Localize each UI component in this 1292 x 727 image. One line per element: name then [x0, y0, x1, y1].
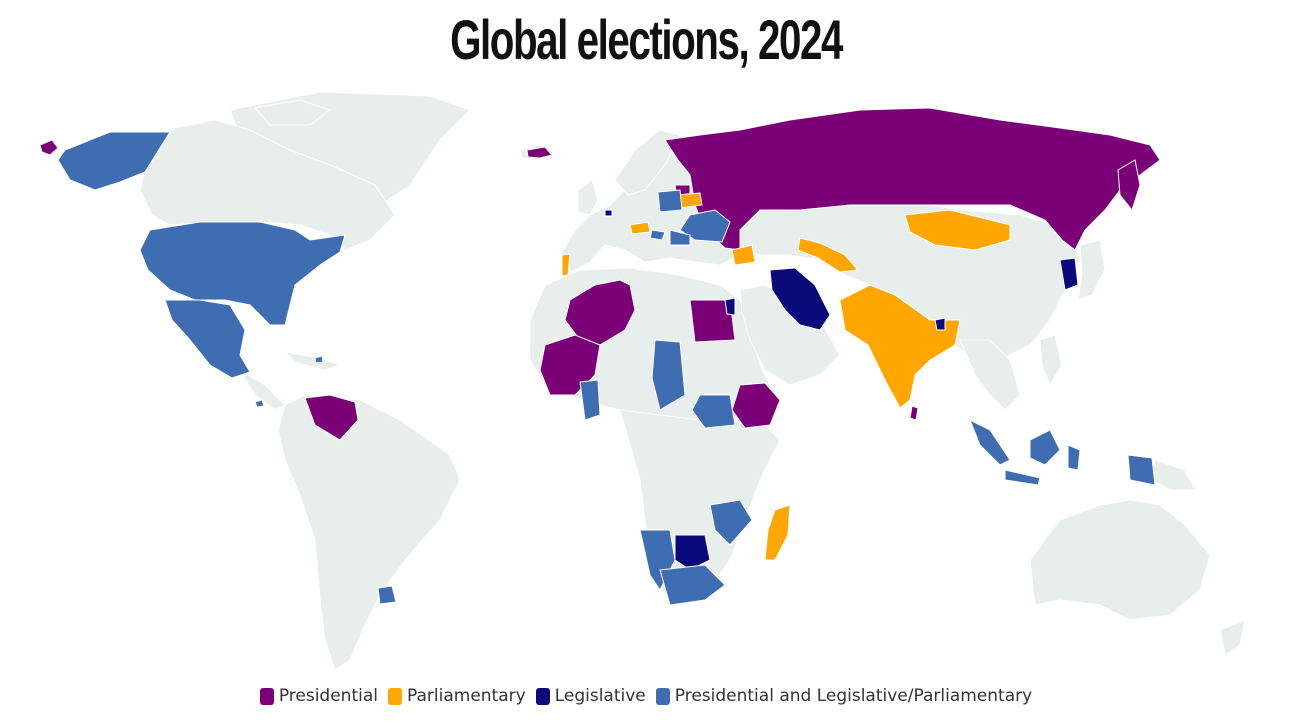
world-map — [39, 91, 1246, 671]
country-botswana — [674, 534, 711, 571]
country-algeria — [564, 279, 636, 346]
legend-swatch-parliamentary — [388, 687, 402, 705]
country-jordan — [724, 297, 736, 316]
country-iran — [769, 267, 831, 331]
legend-item-presidential: Presidential — [259, 686, 378, 706]
land-caribbean — [283, 351, 342, 371]
land-uk — [577, 179, 599, 216]
country-belgium — [604, 209, 613, 217]
legend-item-parliamentary: Parliamentary — [388, 686, 526, 706]
country-ghana — [579, 379, 601, 421]
country-poland — [657, 189, 683, 213]
both-countries — [57, 131, 1156, 606]
map-title: Global elections, 2024 — [450, 8, 843, 71]
country-venezuela — [304, 394, 359, 441]
land-canada — [139, 119, 396, 251]
country-el-salvador — [254, 399, 265, 408]
map-legend: Presidential Parliamentary Legislative P… — [0, 681, 1292, 711]
land-japan — [1077, 239, 1106, 301]
land-se-asia — [959, 339, 1021, 411]
land-south-america — [277, 394, 461, 671]
land-australia — [1029, 499, 1211, 621]
country-india — [839, 284, 961, 409]
country-indonesia-borneo — [1029, 429, 1061, 466]
legend-label-parliamentary: Parliamentary — [407, 686, 526, 706]
legend-swatch-presidential — [259, 687, 274, 705]
country-dominican-republic — [314, 355, 324, 364]
land-arctic-islands — [254, 99, 332, 126]
presidential-countries — [39, 107, 1161, 441]
country-south-korea — [1059, 257, 1079, 291]
legend-label-presidential: Presidential — [278, 686, 378, 706]
country-uruguay — [377, 585, 397, 605]
country-madagascar — [764, 504, 791, 561]
country-russia — [664, 107, 1161, 251]
country-bangladesh — [934, 317, 946, 331]
land-philippines — [1039, 334, 1063, 387]
country-russia-far-east — [1117, 159, 1141, 212]
country-usa — [139, 221, 346, 326]
country-mexico — [164, 299, 251, 379]
land-central-america — [239, 369, 286, 411]
country-indonesia-sumatra — [969, 418, 1011, 466]
parliamentary-countries — [561, 192, 1011, 561]
country-mongolia — [904, 209, 1011, 251]
country-south-sudan — [691, 394, 736, 429]
country-south-africa — [659, 564, 726, 606]
country-romania — [669, 229, 691, 246]
legend-item-both: Presidential and Legislative/Parliamenta… — [655, 686, 1033, 706]
country-chad — [651, 339, 686, 411]
country-egypt — [689, 299, 736, 343]
legend-swatch-both — [655, 687, 670, 705]
country-indonesia-papua — [1127, 454, 1156, 486]
country-austria — [629, 221, 651, 235]
country-uzbekistan — [797, 237, 860, 273]
country-sri-lanka — [909, 405, 919, 421]
country-indonesia-sulawesi — [1067, 444, 1081, 471]
country-mozambique — [709, 499, 753, 546]
country-portugal — [561, 253, 571, 277]
country-iceland — [526, 146, 553, 159]
legend-item-legislative: Legislative — [535, 686, 646, 706]
country-indonesia-java — [1004, 469, 1041, 486]
legend-label-legislative: Legislative — [554, 686, 646, 706]
land-new-guinea — [1149, 459, 1196, 491]
country-croatia — [649, 229, 666, 241]
country-alaska-tip — [39, 139, 59, 156]
legend-label-both: Presidential and Legislative/Parliamenta… — [674, 686, 1033, 706]
country-alaska — [57, 131, 171, 191]
legend-swatch-legislative — [535, 687, 550, 705]
country-ukraine — [679, 209, 731, 243]
country-syria — [731, 244, 756, 266]
land-new-zealand — [1219, 619, 1246, 656]
legislative-countries — [604, 209, 1079, 571]
